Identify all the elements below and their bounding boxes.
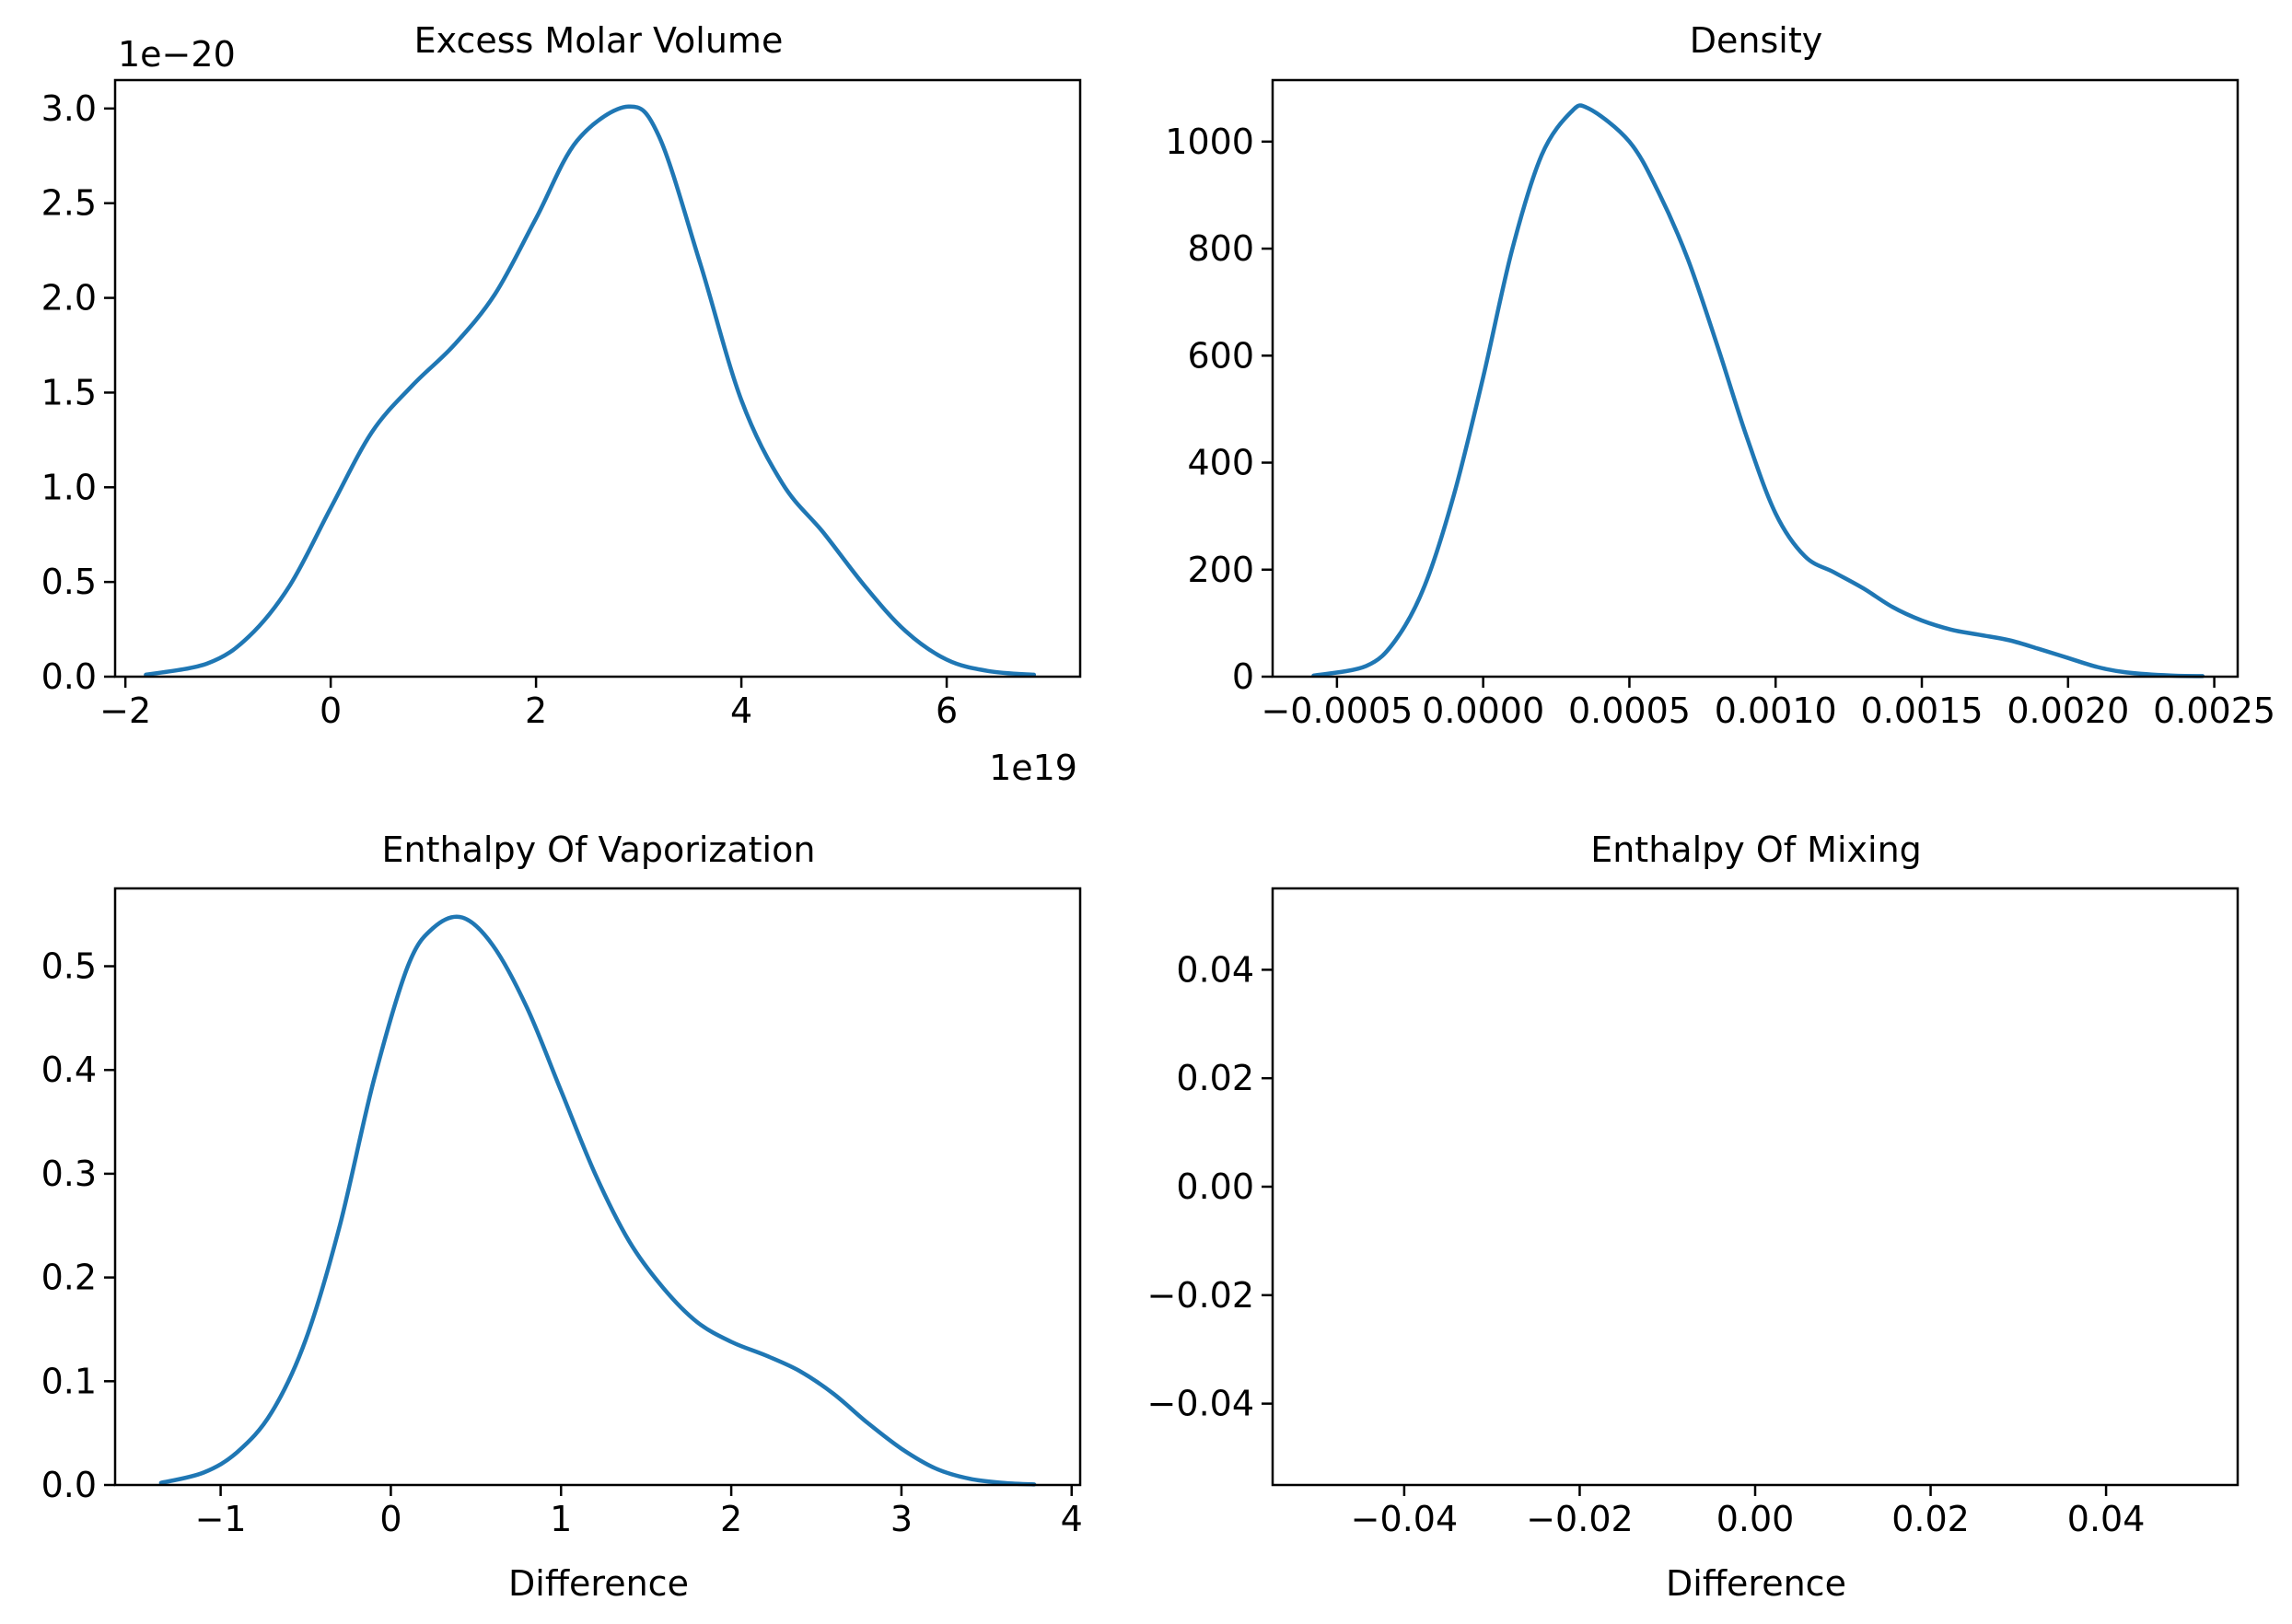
y-tick-label: 2.5 — [41, 183, 97, 224]
axes-frame — [113, 78, 1082, 679]
x-axis-label: Difference — [1666, 1563, 1846, 1604]
x-tick-label: −0.02 — [1526, 1499, 1633, 1539]
y-tick-label: 400 — [1187, 443, 1254, 483]
y-tick-label: 3.0 — [41, 88, 97, 129]
x-tick-label: 1 — [550, 1499, 572, 1539]
x-tick-label: 0.02 — [1891, 1499, 1970, 1539]
y-tick-label: 1000 — [1165, 122, 1254, 162]
y-tick-label: 0.1 — [41, 1361, 97, 1401]
x-tick-label: −1 — [195, 1499, 247, 1539]
y-tick-label: 0.5 — [41, 946, 97, 987]
axes-frame — [1271, 78, 2240, 679]
x-tick-label: 0.0005 — [1568, 690, 1691, 731]
tick-layer: −2 0 2 4 6 0.0 0.5 1.0 1.5 2.0 2.5 3.0 — [41, 88, 959, 731]
y-tick-label: −0.02 — [1147, 1275, 1254, 1316]
y-tick-label: 1.0 — [41, 467, 97, 507]
x-tick-label: 0.04 — [2067, 1499, 2146, 1539]
panel-title: Excess Molar Volume — [414, 20, 784, 61]
tick-layer: −1 0 1 2 3 4 0.0 0.1 0.2 0.3 0.4 0.5 — [41, 946, 1083, 1539]
kde-line — [1311, 103, 2205, 679]
panel-title: Enthalpy Of Mixing — [1590, 829, 1922, 870]
x-tick-label: 0 — [320, 690, 342, 731]
kde-line — [144, 104, 1037, 678]
x-tick-label: 0.0020 — [2007, 690, 2129, 731]
x-tick-label: −0.0005 — [1261, 690, 1413, 731]
x-tick-label: −2 — [99, 690, 151, 731]
y-tick-label: 0.02 — [1176, 1058, 1254, 1098]
x-tick-label: 0.0010 — [1715, 690, 1837, 731]
y-tick-label: 0.5 — [41, 562, 97, 602]
panel-enthalpy-of-vaporization: Enthalpy Of Vaporization Difference −1 0 1… — [41, 829, 1083, 1604]
panel-density: Density −0.0005 0.0000 0.0005 0.0010 0.0015 0… — [1165, 20, 2275, 731]
x-tick-label: −0.04 — [1351, 1499, 1458, 1539]
x-tick-label: 2 — [720, 1499, 742, 1539]
y-tick-label: 600 — [1187, 335, 1254, 376]
x-offset-text: 1e19 — [989, 748, 1077, 788]
x-tick-label: 4 — [1061, 1499, 1083, 1539]
x-tick-label: 0.00 — [1716, 1499, 1795, 1539]
y-tick-label: 0 — [1232, 656, 1254, 697]
y-offset-text: 1e−20 — [118, 34, 236, 75]
y-tick-label: 0.00 — [1176, 1166, 1254, 1207]
y-tick-label: 0.0 — [41, 656, 97, 697]
axes-frame — [1271, 887, 2240, 1487]
x-tick-label: 0.0025 — [2153, 690, 2275, 731]
y-tick-label: 0.04 — [1176, 949, 1254, 990]
x-tick-label: 0.0000 — [1422, 690, 1544, 731]
x-tick-label: 6 — [936, 690, 958, 731]
x-tick-label: 0 — [379, 1499, 401, 1539]
x-tick-label: 3 — [890, 1499, 913, 1539]
panel-title: Enthalpy Of Vaporization — [382, 829, 816, 870]
panel-excess-molar-volume: Excess Molar Volume 1e−20 1e19 −2 0 2 4 6 0.0… — [41, 20, 1082, 788]
tick-layer: −0.0005 0.0000 0.0005 0.0010 0.0015 0.0020 0.0… — [1165, 122, 2275, 731]
y-tick-label: 0.2 — [41, 1258, 97, 1298]
x-tick-label: 2 — [525, 690, 547, 731]
panel-title: Density — [1690, 20, 1822, 61]
y-tick-label: 0.4 — [41, 1050, 97, 1090]
x-axis-label: Difference — [508, 1563, 689, 1604]
axes-frame — [113, 887, 1082, 1487]
x-tick-label: 4 — [730, 690, 752, 731]
x-tick-label: 0.0015 — [1861, 690, 1984, 731]
tick-layer: −0.04 −0.02 0.00 0.02 0.04 −0.04 −0.02 0.00 0.02… — [1147, 949, 2146, 1539]
y-tick-label: 0.3 — [41, 1154, 97, 1194]
y-tick-label: 200 — [1187, 550, 1254, 590]
panel-enthalpy-of-mixing: Enthalpy Of Mixing Difference −0.04 −0.02… — [1147, 829, 2240, 1604]
y-tick-label: 2.0 — [41, 278, 97, 319]
y-tick-label: 0.0 — [41, 1465, 97, 1505]
y-tick-label: 800 — [1187, 228, 1254, 269]
y-tick-label: 1.5 — [41, 372, 97, 412]
kde-line — [158, 914, 1037, 1487]
y-tick-label: −0.04 — [1147, 1384, 1254, 1424]
